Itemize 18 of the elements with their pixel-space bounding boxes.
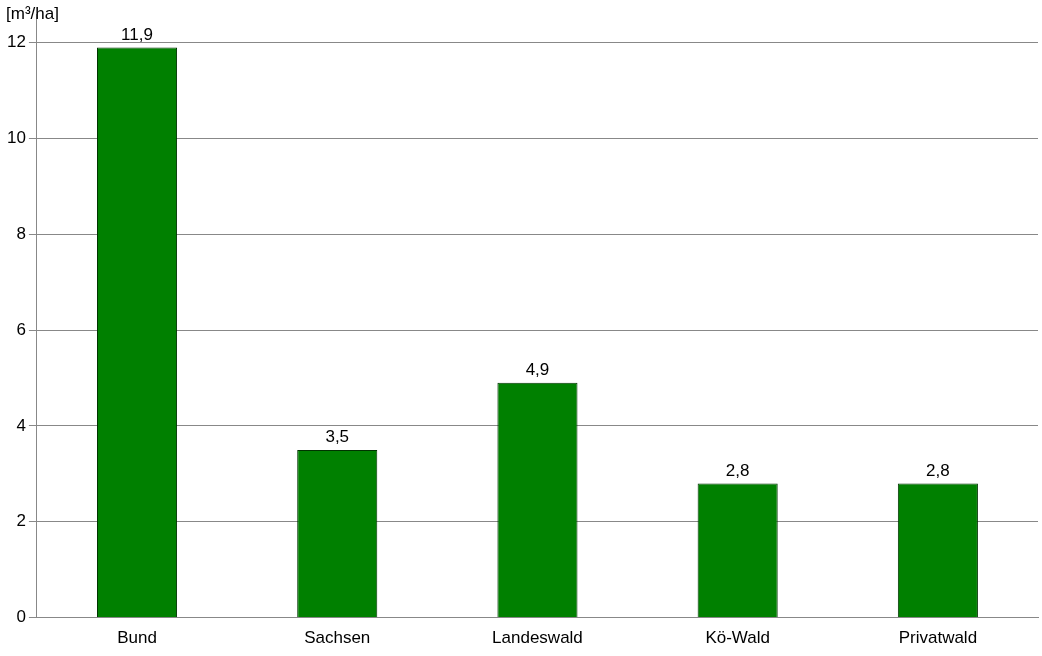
data-label: 4,9 (525, 360, 550, 380)
x-tick-label: Kö-Wald (705, 628, 770, 648)
y-axis-title: [m³/ha] (6, 4, 59, 24)
x-tick-label: Landeswald (492, 628, 583, 648)
y-tick-label: 8 (16, 224, 26, 244)
data-label: 11,9 (121, 24, 153, 44)
data-label: 3,5 (325, 427, 350, 447)
y-tick-label: 10 (6, 128, 26, 148)
y-tick-label: 0 (16, 607, 26, 627)
y-tick-label: 4 (16, 415, 26, 435)
data-label: 2,8 (725, 460, 750, 480)
x-tick-label: Sachsen (304, 628, 371, 648)
y-tick-label: 12 (6, 32, 26, 52)
y-tick-label: 6 (16, 319, 26, 339)
x-tick-label: Privatwald (898, 628, 978, 648)
y-tick-label: 2 (16, 511, 26, 531)
data-label: 2,8 (926, 460, 950, 480)
x-tick-label: Bund (117, 628, 157, 648)
